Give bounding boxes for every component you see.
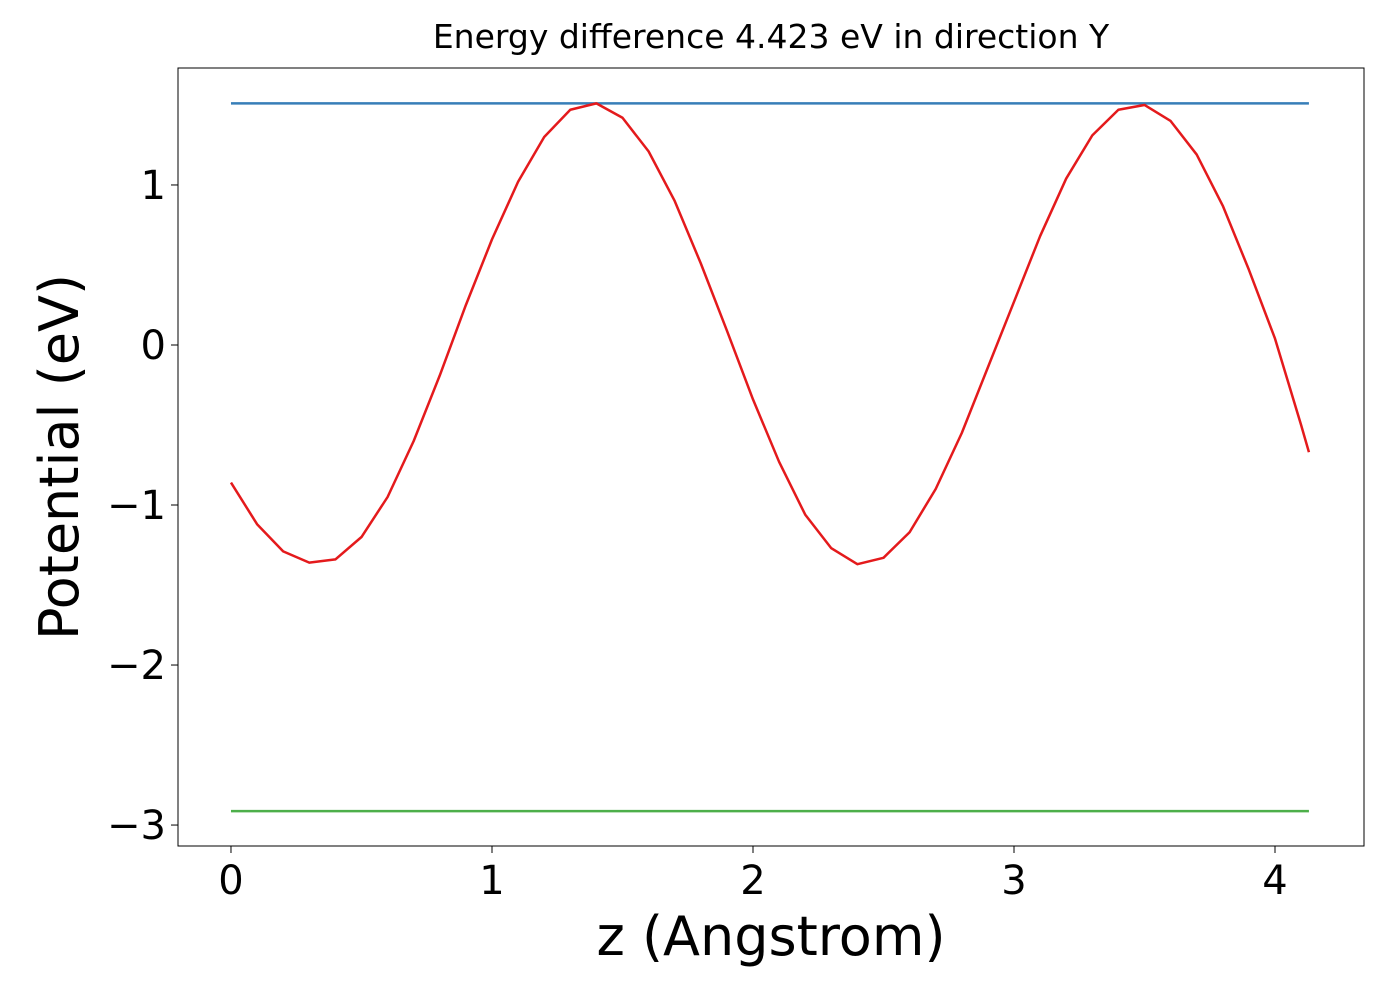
line-series [229, 102, 1311, 566]
y-tick-label: −2 [107, 643, 166, 689]
y-tick-label: −3 [107, 803, 166, 849]
y-tick-label: 1 [141, 163, 166, 209]
chart-title: Energy difference 4.423 eV in direction … [433, 17, 1110, 56]
x-tick-label: 4 [1262, 858, 1287, 904]
x-tick-label: 3 [1001, 858, 1026, 904]
x-tick-label: 2 [740, 858, 765, 904]
y-tick-label: 0 [141, 323, 166, 369]
x-tick-label: 1 [479, 858, 504, 904]
x-axis-label: z (Angstrom) [596, 905, 945, 968]
x-tick-label: 0 [218, 858, 243, 904]
y-tick-label: −1 [107, 483, 166, 529]
plot-frame [177, 67, 1365, 847]
y-axis-label: Potential (eV) [28, 274, 91, 640]
